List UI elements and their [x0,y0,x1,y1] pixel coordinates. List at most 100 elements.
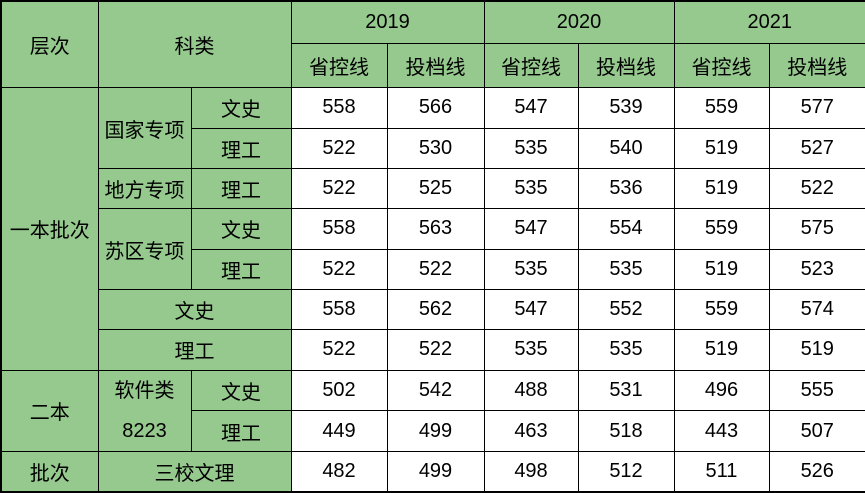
score-cell: 507 [768,410,865,453]
header-cell-year-2021: 2021 [673,0,865,44]
header-cell-year-2020: 2020 [483,0,675,44]
score-cell: 523 [768,248,865,290]
score-cell: 512 [577,451,675,493]
score-cell: 502 [290,369,388,412]
subheader-admission-line-2020: 投档线 [577,42,675,89]
track-cell: 理工 [190,167,292,210]
score-cell: 525 [386,167,485,210]
score-cell: 519 [673,248,770,290]
score-cell: 547 [483,208,579,250]
table-row: 理工 449 499 463 518 443 507 [1,410,865,453]
score-cell: 498 [483,451,579,493]
score-cell: 531 [577,369,675,412]
score-cell: 522 [290,167,388,210]
score-cell: 536 [577,167,675,210]
track-cell: 文史 [190,87,292,129]
subheader-admission-line-2019: 投档线 [386,42,485,89]
category-group-cell: 地方专项 [97,167,192,210]
score-cell: 499 [386,410,485,453]
table-row: 理工 522 522 535 535 519 523 [1,248,865,290]
track-cell: 文史 [97,288,292,331]
table-row: 一本批次 国家专项 文史 558 566 547 539 559 577 [0,87,865,371]
level-cell: 一本批次 [0,87,99,371]
track-cell: 理工 [190,127,292,169]
score-cell: 535 [483,167,579,210]
score-cell: 577 [768,87,865,129]
score-cell: 463 [483,410,579,453]
score-cell: 535 [577,248,675,290]
score-cell: 559 [673,288,770,331]
score-cell: 547 [483,288,579,331]
score-cell: 558 [290,208,388,250]
score-cell: 522 [290,248,388,290]
table-row: 理工 522 530 535 540 519 527 [1,127,865,169]
track-cell: 理工 [97,329,292,371]
score-cell: 542 [386,369,485,412]
score-cell: 574 [768,288,865,331]
score-cell: 518 [577,410,675,453]
score-cell: 562 [386,288,485,331]
subheader-provincial-line-2020: 省控线 [483,42,579,89]
track-cell: 文史 [190,369,292,412]
category-group-cell: 苏区专项 [97,208,192,290]
subheader-provincial-line-2019: 省控线 [290,42,388,89]
score-cell: 530 [386,127,485,169]
subheader-admission-line-2021: 投档线 [768,42,865,89]
table-row: 二本 软件类 8223 文史 502 542 488 531 496 555 [0,369,865,453]
level-cell: 二本 [0,369,99,453]
score-cell: 547 [483,87,579,129]
score-cell: 449 [290,410,388,453]
header-row-years: 层次 科类 2019 2020 2021 [0,0,865,89]
table-row: 地方专项 理工 522 525 535 536 519 522 [1,167,865,210]
header-cell-year-2019: 2019 [290,0,485,44]
score-cell: 566 [386,87,485,129]
score-cell: 558 [290,87,388,129]
score-cell: 511 [673,451,770,493]
score-cell: 559 [673,208,770,250]
score-cell: 496 [673,369,770,412]
score-cell: 552 [577,288,675,331]
track-cell: 文史 [190,208,292,250]
score-cell: 554 [577,208,675,250]
score-cell: 558 [290,288,388,331]
score-cell: 575 [768,208,865,250]
score-cell: 535 [577,329,675,371]
score-cell: 559 [673,87,770,129]
score-cell: 488 [483,369,579,412]
score-cell: 519 [673,329,770,371]
table-row: 批次 三校文理 482 499 498 512 511 526 [0,451,865,493]
header-cell-level: 层次 [0,0,99,89]
score-cell: 522 [290,127,388,169]
header-cell-category: 科类 [97,0,292,89]
header-row-subcols: 省控线 投档线 省控线 投档线 省控线 投档线 [1,42,865,89]
score-cell: 482 [290,451,388,493]
score-cell: 555 [768,369,865,412]
score-cell: 519 [673,127,770,169]
score-cell: 535 [483,248,579,290]
score-cell: 522 [386,329,485,371]
level-cell: 批次 [0,451,99,493]
score-cell: 519 [768,329,865,371]
score-cell: 499 [386,451,485,493]
subheader-provincial-line-2021: 省控线 [673,42,770,89]
score-cell: 443 [673,410,770,453]
track-cell: 理工 [190,248,292,290]
score-cell: 522 [290,329,388,371]
score-cell: 535 [483,127,579,169]
table-row: 苏区专项 文史 558 563 547 554 559 575 [1,208,865,290]
score-cell: 527 [768,127,865,169]
score-cell: 526 [768,451,865,493]
track-cell: 理工 [190,410,292,453]
score-cell: 540 [577,127,675,169]
category-group-cell: 软件类 8223 [97,369,192,453]
table-row: 文史 558 562 547 552 559 574 [1,288,865,331]
track-cell: 三校文理 [97,451,292,493]
score-cell: 522 [386,248,485,290]
score-cell: 539 [577,87,675,129]
score-cell: 563 [386,208,485,250]
score-cell: 522 [768,167,865,210]
category-group-cell: 国家专项 [97,87,192,169]
score-cell: 535 [483,329,579,371]
